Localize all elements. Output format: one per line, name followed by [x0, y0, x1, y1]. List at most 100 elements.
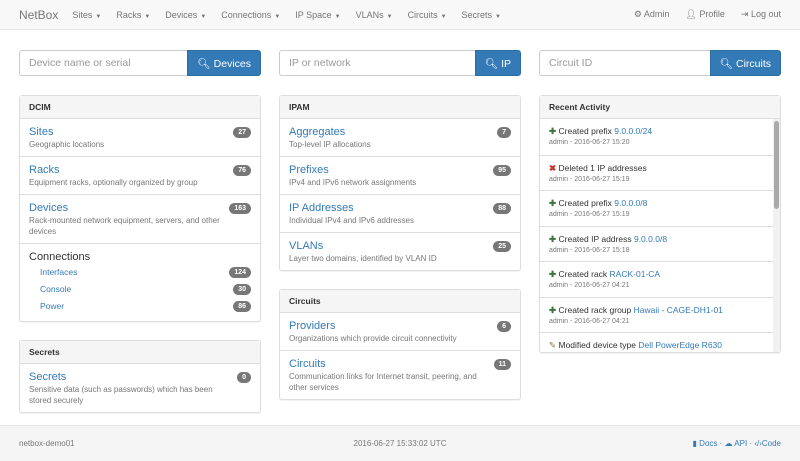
- circuit-search-input[interactable]: [539, 50, 710, 76]
- item-link[interactable]: Power: [40, 301, 65, 311]
- caret-down-icon: ▼: [274, 13, 281, 20]
- device-search-button[interactable]: 🔍︎ Devices: [187, 50, 261, 76]
- activity-object-link[interactable]: RACK-01-CA: [609, 269, 661, 279]
- count-badge: 25: [493, 241, 511, 252]
- nav-menu-vlans[interactable]: VLANs ▼: [355, 9, 393, 20]
- nav-menu-connections[interactable]: Connections ▼: [221, 9, 281, 20]
- panel-heading: IPAM: [280, 96, 520, 119]
- remove-icon: ✖: [549, 162, 557, 173]
- recent-activity-panel: Recent Activity ✚ Created prefix 9.0.0.0…: [539, 95, 781, 353]
- item-link[interactable]: Circuits: [289, 358, 326, 370]
- activity-item: ✚ Created prefix 9.0.0.0/24 admin - 2016-…: [540, 119, 780, 155]
- item-description: Organizations which provide circuit conn…: [289, 334, 457, 343]
- plus-icon: ✚: [549, 304, 557, 315]
- scrollbar-thumb[interactable]: [774, 121, 779, 209]
- plus-icon: ✚: [549, 126, 557, 136]
- count-badge: 30: [233, 284, 251, 295]
- admin-link[interactable]: ⚙ Admin: [633, 9, 670, 19]
- nav-menu-ip-space[interactable]: IP Space ▼: [295, 9, 341, 20]
- list-item-devices: Devices Rack-mounted network equipment, s…: [20, 194, 260, 243]
- list-item-vlans: VLANs Layer two domains, identified by VL…: [280, 232, 520, 270]
- activity-item: ✚ Created IP address 9.0.0.0/8 admin - 20…: [540, 225, 780, 262]
- circuit-search-form: 🔍︎ Circuits: [539, 50, 781, 76]
- search-icon: 🔍︎: [197, 57, 211, 70]
- footer: netbox-demo01 2016-06-27 15:33:02 UTC ▮ …: [0, 425, 800, 461]
- ipam-panel: IPAM Aggregates Top-level IP allocations 7…: [279, 95, 521, 271]
- item-link[interactable]: Providers: [289, 320, 336, 332]
- activity-item: ✚ Created prefix 9.0.0.0/8 admin - 2016-0…: [540, 190, 780, 226]
- gear-icon: ⚙: [633, 9, 642, 19]
- item-link[interactable]: IP Addresses: [289, 202, 354, 214]
- nav-menu-sites[interactable]: Sites ▼: [72, 9, 102, 20]
- nav-menu-racks[interactable]: Racks ▼: [116, 9, 151, 20]
- item-link[interactable]: Sites: [29, 126, 54, 138]
- activity-meta: admin - 2016-06-27 04:21: [549, 317, 630, 325]
- connections-label: Connections: [29, 251, 91, 263]
- count-badge: 163: [229, 203, 251, 214]
- count-badge: 0: [237, 372, 251, 383]
- logout-icon: ⇥: [740, 9, 749, 19]
- code-link[interactable]: ‹/›Code: [754, 439, 781, 448]
- circuit-search-button[interactable]: 🔍︎ Circuits: [709, 50, 781, 76]
- search-icon: 🔍︎: [484, 57, 499, 70]
- secrets-panel: Secrets Secrets Sensitive data (such as p…: [19, 340, 261, 413]
- item-description: IPv4 and IPv6 network assignments: [289, 178, 417, 187]
- activity-list[interactable]: ✚ Created prefix 9.0.0.0/24 admin - 2016-…: [540, 119, 780, 352]
- list-item-circuits: Circuits Communication links for Internet…: [280, 350, 520, 399]
- list-item-providers: Providers Organizations which provide cir…: [280, 313, 520, 350]
- list-item-aggregates: Aggregates Top-level IP allocations 7: [280, 119, 520, 156]
- item-link[interactable]: Prefixes: [289, 164, 329, 176]
- plus-icon: ✚: [549, 233, 557, 244]
- ip-search-button[interactable]: 🔍︎ IP: [474, 50, 521, 76]
- item-link[interactable]: Devices: [29, 202, 69, 214]
- hostname: netbox-demo01: [19, 439, 75, 448]
- activity-item: ✖ Deleted 1 IP addresses admin - 2016-06…: [540, 154, 780, 191]
- item-link[interactable]: Interfaces: [40, 267, 78, 277]
- navbar: NetBox Sites ▼ Racks ▼ Devices ▼ Connections ▼ I…: [0, 0, 800, 30]
- activity-object-link[interactable]: 9.0.0.0/8: [614, 198, 648, 208]
- server-time: 2016-06-27 15:33:02 UTC: [353, 439, 447, 448]
- nav-menu-secrets[interactable]: Secrets ▼: [461, 9, 501, 20]
- profile-link[interactable]: 👤︎ Profile: [685, 9, 725, 19]
- device-search-input[interactable]: [19, 50, 188, 76]
- plus-icon: ✚: [549, 269, 557, 279]
- code-icon: ‹/›: [754, 439, 762, 448]
- logout-link[interactable]: ⇥ Log out: [740, 9, 781, 19]
- activity-object-link[interactable]: Hawaii - CAGE-DH1-01: [633, 304, 723, 315]
- nav-menu-devices[interactable]: Devices ▼: [165, 9, 207, 20]
- activity-meta: admin - 2016-06-27 15:18: [549, 246, 630, 254]
- nav-menu-circuits[interactable]: Circuits ▼: [407, 9, 447, 20]
- device-search-form: 🔍︎ Devices: [19, 50, 261, 76]
- item-link[interactable]: VLANs: [289, 240, 324, 252]
- dcim-panel: DCIM Sites Geographic locations 27 Racks Equ…: [19, 95, 261, 322]
- activity-object-link[interactable]: 9.0.0.0/8: [633, 233, 668, 244]
- user-icon: 👤︎: [685, 9, 697, 19]
- activity-object-link[interactable]: 9.0.0.0/24: [614, 126, 653, 136]
- panel-heading: Circuits: [280, 290, 520, 313]
- count-badge: 7: [497, 127, 511, 138]
- list-item-secrets: Secrets Sensitive data (such as passwords…: [20, 364, 260, 412]
- count-badge: 88: [493, 203, 511, 214]
- ip-search-form: 🔍︎ IP: [279, 50, 521, 76]
- docs-link[interactable]: ▮ Docs: [692, 439, 718, 448]
- connections-console: Console 30: [29, 281, 251, 298]
- caret-down-icon: ▼: [386, 13, 393, 20]
- item-link[interactable]: Racks: [29, 164, 60, 176]
- activity-item: ✚ Created rack RACK-01-CA admin - 2016-06…: [540, 261, 780, 297]
- activity-object-link[interactable]: Dell PowerEdge R630: [638, 340, 723, 350]
- activity-item: ✚ Created rack group Hawaii - CAGE-DH1-0…: [540, 296, 780, 333]
- list-item-ip-addresses: IP Addresses Individual IPv4 and IPv6 add…: [280, 194, 520, 232]
- activity-meta: admin - 2016-06-27 04:21: [549, 282, 630, 289]
- count-badge: 86: [233, 301, 251, 312]
- caret-down-icon: ▼: [144, 13, 151, 20]
- brand-logo[interactable]: NetBox: [19, 7, 59, 22]
- item-description: Geographic locations: [29, 140, 105, 149]
- scrollbar[interactable]: [773, 119, 780, 352]
- api-link[interactable]: ☁ API: [724, 439, 748, 448]
- caret-down-icon: ▼: [495, 13, 501, 20]
- ip-search-input[interactable]: [279, 50, 475, 76]
- item-link[interactable]: Secrets: [29, 371, 67, 383]
- item-link[interactable]: Aggregates: [289, 126, 346, 138]
- caret-down-icon: ▼: [334, 13, 341, 20]
- item-link[interactable]: Console: [40, 284, 72, 294]
